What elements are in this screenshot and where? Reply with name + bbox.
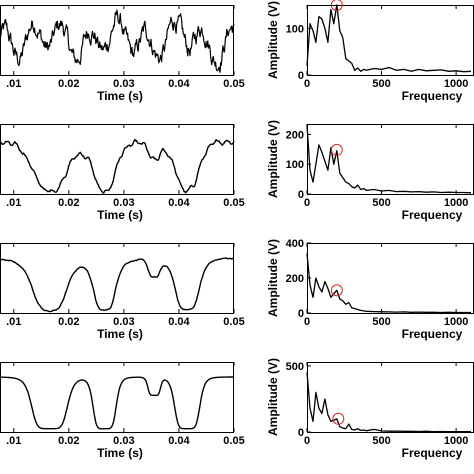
x-tick-label: .01 [6, 316, 21, 328]
time-signal-line [0, 9, 235, 73]
x-tick-label: .01 [6, 78, 21, 90]
y-tick-label: 100 [286, 23, 304, 35]
x-tick-label: 500 [372, 435, 390, 447]
x-axis-label: Frequency [402, 208, 463, 222]
x-axis-label: Time (s) [97, 327, 143, 341]
x-tick-label: 500 [372, 78, 390, 90]
x-tick-label: 0.04 [168, 78, 190, 90]
plot-frame [307, 243, 474, 314]
x-tick-label: 0.02 [58, 197, 79, 209]
plot-frame [0, 362, 234, 433]
x-tick-label: 0.02 [58, 435, 79, 447]
x-tick-label: 0 [304, 435, 310, 447]
y-tick-label: 0 [298, 189, 304, 201]
x-tick-label: 0 [304, 316, 310, 328]
plot-frame [0, 124, 234, 195]
x-tick-label: 0.05 [223, 78, 244, 90]
x-axis-label: Frequency [402, 446, 463, 460]
x-tick-label: 0.05 [223, 316, 244, 328]
x-tick-label: 0.05 [223, 197, 244, 209]
x-axis-label: Frequency [402, 327, 463, 341]
x-axis-label: Time (s) [97, 208, 143, 222]
y-tick-label: 400 [286, 238, 304, 250]
x-tick-label: .01 [6, 435, 21, 447]
highlight-circle [330, 143, 343, 156]
x-tick-label: 1000 [444, 197, 468, 209]
x-tick-label: 0.04 [168, 435, 190, 447]
spectrum-line [306, 253, 471, 314]
time-signal-line [0, 376, 234, 430]
time-panel-3: .01 0.02 0.03 0.04 0.05 Time (s) [0, 243, 245, 341]
spectrum-line [306, 125, 472, 194]
x-tick-label: 0.03 [113, 197, 134, 209]
x-tick-label: 1000 [444, 78, 468, 90]
x-tick-label: 0.02 [58, 78, 79, 90]
y-axis-label: Amplitude (V) [266, 358, 280, 436]
x-tick-label: 0 [304, 197, 310, 209]
x-tick-label: 0.04 [168, 316, 190, 328]
x-tick-label: 500 [372, 316, 390, 328]
y-tick-label: 200 [286, 129, 304, 141]
spectrum-line [306, 372, 472, 433]
time-panel-1: .01 0.02 0.03 0.04 0.05 Time (s) [0, 5, 245, 103]
y-tick-label: 200 [286, 273, 304, 285]
spectrum-line [306, 4, 472, 73]
x-tick-label: 0.03 [113, 316, 134, 328]
time-panel-4: .01 0.02 0.03 0.04 0.05 Time (s) [0, 362, 245, 460]
x-axis-label: Frequency [402, 89, 463, 103]
x-tick-label: 0 [304, 78, 310, 90]
x-tick-label: 0.03 [113, 78, 134, 90]
time-signal-line [0, 257, 235, 313]
plot-frame [0, 5, 234, 76]
y-axis-label: Amplitude (V) [266, 1, 280, 79]
y-tick-label: 0 [298, 427, 304, 439]
x-tick-label: 500 [372, 197, 390, 209]
y-axis-label: Amplitude (V) [266, 239, 280, 317]
y-tick-label: 0 [298, 70, 304, 82]
highlight-circle [330, 284, 343, 297]
time-panel-2: .01 0.02 0.03 0.04 0.05 Time (s) [0, 124, 245, 222]
x-axis-label: Time (s) [97, 89, 143, 103]
plot-frame [0, 243, 234, 314]
highlight-circle [332, 412, 345, 425]
x-tick-label: 0.04 [168, 197, 190, 209]
y-tick-label: 500 [286, 361, 304, 373]
time-signal-line [0, 138, 235, 194]
highlight-circle [330, 0, 343, 11]
y-tick-label: 0 [298, 308, 304, 320]
y-axis-label: Amplitude (V) [266, 120, 280, 198]
x-tick-label: 0.02 [58, 316, 79, 328]
x-tick-label: .01 [6, 197, 21, 209]
y-tick-label: 100 [286, 159, 304, 171]
x-tick-label: 1000 [444, 435, 468, 447]
x-tick-label: 1000 [444, 316, 468, 328]
x-tick-label: 0.03 [113, 435, 134, 447]
x-axis-label: Time (s) [97, 446, 143, 460]
x-tick-label: 0.05 [223, 435, 244, 447]
plot-frame [307, 362, 474, 433]
